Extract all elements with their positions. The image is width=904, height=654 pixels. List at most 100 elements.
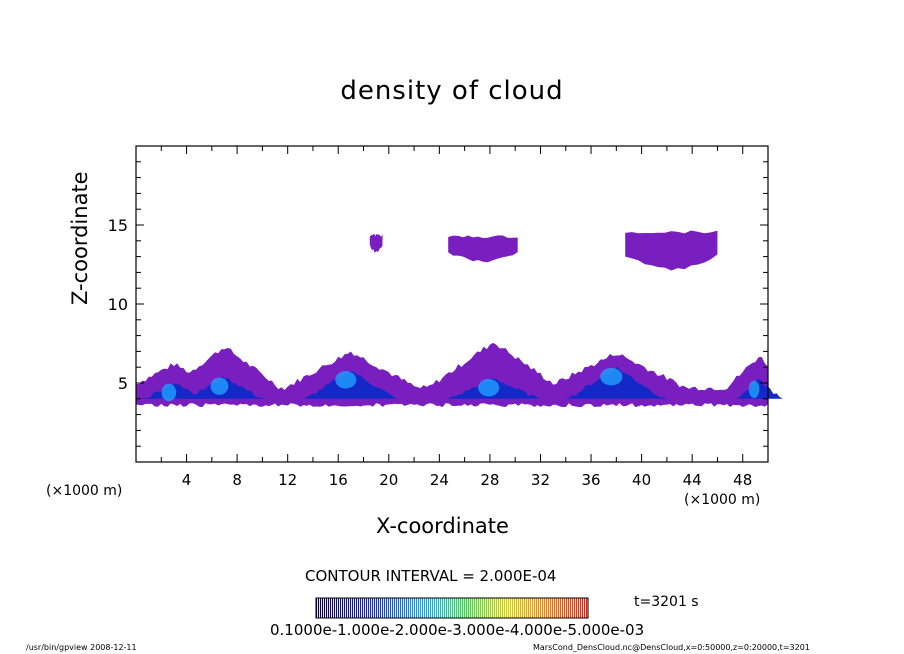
colorbar-swatch	[408, 598, 410, 618]
colorbar-swatch	[552, 598, 554, 618]
colorbar-swatch	[506, 598, 508, 618]
colorbar-swatch	[378, 598, 380, 618]
cloud-upper-patch-1	[448, 235, 518, 263]
colorbar-swatch	[554, 598, 556, 618]
colorbar-swatch	[350, 598, 352, 618]
colorbar-swatch	[418, 598, 420, 618]
colorbar-swatch	[318, 598, 320, 618]
colorbar-swatch	[538, 598, 540, 618]
colorbar-swatch	[502, 598, 504, 618]
colorbar-swatch	[390, 598, 392, 618]
colorbar-swatch	[572, 598, 574, 618]
colorbar-swatch	[494, 598, 496, 618]
colorbar-swatch	[512, 598, 514, 618]
x-axis-label: X-coordinate	[376, 514, 509, 538]
colorbar-swatch	[406, 598, 408, 618]
x-tick-label: 16	[329, 471, 348, 489]
colorbar-swatch	[394, 598, 396, 618]
colorbar-swatch	[582, 598, 584, 618]
x-tick-label: 44	[683, 471, 702, 489]
colorbar-swatch	[490, 598, 492, 618]
colorbar-swatch	[400, 598, 402, 618]
colorbar-swatch	[438, 598, 440, 618]
colorbar-swatch	[470, 598, 472, 618]
contour-interval-label: CONTOUR INTERVAL = 2.000E-04	[305, 567, 557, 585]
colorbar-swatch	[368, 598, 370, 618]
colorbar-swatch	[568, 598, 570, 618]
chart-title: density of cloud	[340, 76, 564, 106]
x-unit-label-left: (×1000 m)	[46, 483, 123, 499]
colorbar-swatch	[348, 598, 350, 618]
colorbar-swatch	[372, 598, 374, 618]
colorbar-swatch	[528, 598, 530, 618]
colorbar-swatch	[566, 598, 568, 618]
cloud-core-highlight-2	[335, 371, 357, 389]
colorbar-swatch	[384, 598, 386, 618]
colorbar-labels: 0.1000e-1.000e-2.000e-3.000e-4.000e-5.00…	[270, 621, 645, 639]
colorbar-swatch	[432, 598, 434, 618]
colorbar-swatch	[476, 598, 478, 618]
colorbar-swatch	[570, 598, 572, 618]
colorbar-swatch	[434, 598, 436, 618]
colorbar-swatch	[380, 598, 382, 618]
x-tick-label: 8	[232, 471, 242, 489]
colorbar-swatch	[518, 598, 520, 618]
colorbar-swatch	[548, 598, 550, 618]
colorbar-swatch	[388, 598, 390, 618]
y-axis-label: Z-coordinate	[68, 171, 92, 305]
colorbar-swatch	[464, 598, 466, 618]
time-label: t=3201 s	[634, 594, 699, 610]
colorbar-swatch	[352, 598, 354, 618]
colorbar-swatch	[326, 598, 328, 618]
footer-right: MarsCond_DensCloud.nc@DensCloud,x=0:5000…	[533, 643, 810, 652]
colorbar-swatch	[356, 598, 358, 618]
colorbar-swatch	[550, 598, 552, 618]
colorbar-swatch	[564, 598, 566, 618]
colorbar-swatch	[422, 598, 424, 618]
colorbar-swatch	[426, 598, 428, 618]
colorbar-swatch	[416, 598, 418, 618]
cloud-core-highlight-0	[161, 383, 177, 402]
colorbar-swatch	[478, 598, 480, 618]
colorbar-swatch	[424, 598, 426, 618]
colorbar-swatch	[522, 598, 524, 618]
colorbar-swatch	[580, 598, 582, 618]
colorbar-swatch	[492, 598, 494, 618]
colorbar-swatch	[316, 598, 318, 618]
cloud-density-field	[136, 230, 783, 408]
colorbar-swatch	[450, 598, 452, 618]
colorbar-swatch	[536, 598, 538, 618]
colorbar-swatch	[358, 598, 360, 618]
colorbar-swatch	[520, 598, 522, 618]
colorbar-swatch	[452, 598, 454, 618]
colorbar-swatch	[558, 598, 560, 618]
colorbar-swatch	[544, 598, 546, 618]
x-tick-label: 36	[581, 471, 600, 489]
colorbar-swatch	[346, 598, 348, 618]
colorbar-swatch	[430, 598, 432, 618]
colorbar-swatch	[454, 598, 456, 618]
colorbar-swatch	[448, 598, 450, 618]
colorbar-swatch	[322, 598, 324, 618]
colorbar-swatch	[472, 598, 474, 618]
colorbar-swatch	[338, 598, 340, 618]
footer-left: /usr/bin/gpview 2008-12-11	[26, 643, 137, 652]
colorbar-swatch	[556, 598, 558, 618]
colorbar-swatch	[508, 598, 510, 618]
colorbar-swatch	[534, 598, 536, 618]
colorbar-swatch	[442, 598, 444, 618]
colorbar-swatch	[586, 598, 588, 618]
colorbar-swatch	[360, 598, 362, 618]
colorbar-swatch	[366, 598, 368, 618]
cloud-core-highlight-5	[748, 380, 760, 398]
colorbar-swatch	[344, 598, 346, 618]
colorbar-swatch	[500, 598, 502, 618]
x-tick-label: 24	[430, 471, 449, 489]
cloud-core-highlight-1	[210, 377, 229, 395]
colorbar-swatch	[428, 598, 430, 618]
colorbar-swatch	[578, 598, 580, 618]
colorbar-swatch	[486, 598, 488, 618]
colorbar-swatch	[386, 598, 388, 618]
colorbar-swatch	[336, 598, 338, 618]
